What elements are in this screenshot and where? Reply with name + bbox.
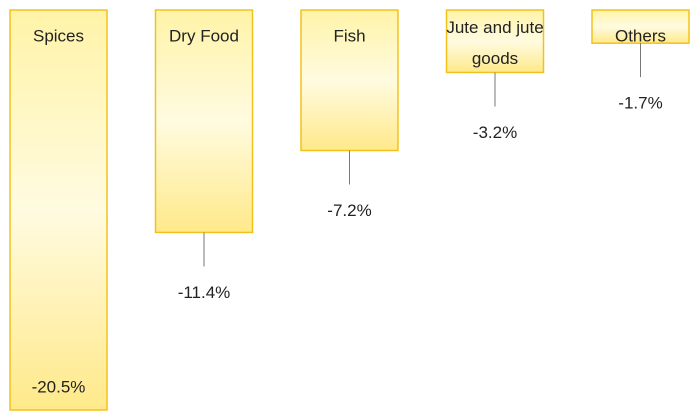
bar (9, 9, 108, 411)
bar (591, 9, 690, 44)
category-label: Jute and jute goods (446, 18, 543, 68)
value-label: -11.4% (178, 283, 231, 302)
value-label: -7.2% (327, 201, 371, 220)
value-label: -1.7% (618, 94, 662, 113)
value-label: -20.5% (32, 377, 86, 396)
category-label: Others (615, 26, 666, 45)
category-label: Dry Food (169, 26, 239, 45)
bar (154, 9, 254, 234)
value-label: -3.2% (473, 123, 517, 142)
bar (445, 9, 545, 74)
category-label: Fish (333, 26, 365, 45)
bar (300, 9, 399, 152)
category-label: Spices (33, 26, 84, 45)
